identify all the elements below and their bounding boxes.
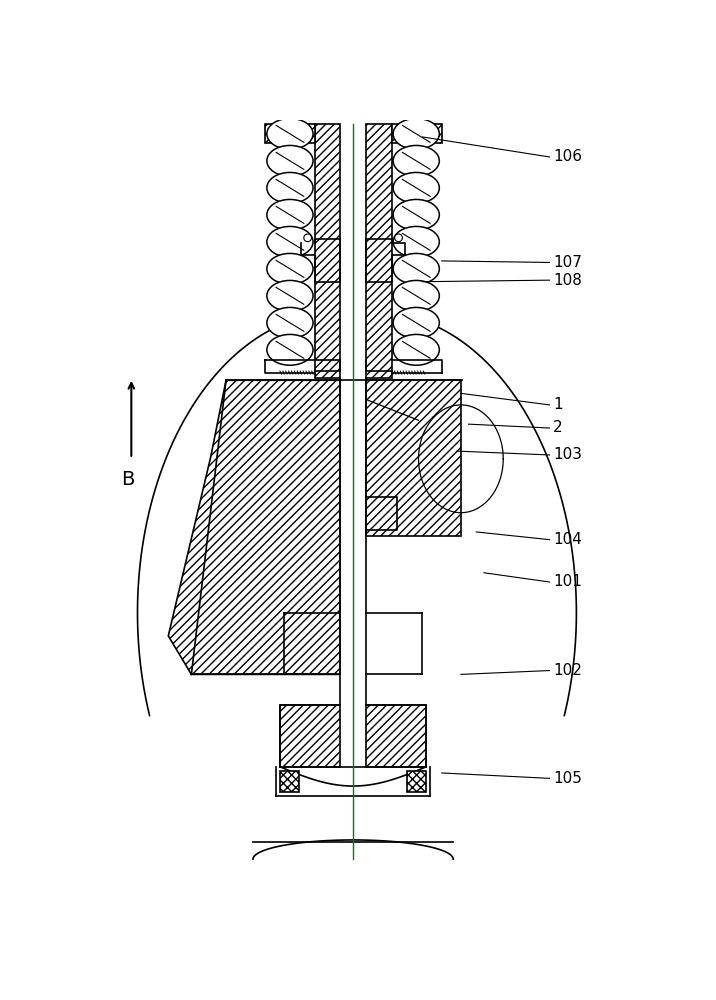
Polygon shape [366, 124, 392, 378]
Ellipse shape [393, 253, 440, 284]
Ellipse shape [393, 307, 440, 338]
Text: B: B [122, 470, 135, 489]
Ellipse shape [267, 307, 313, 338]
Ellipse shape [267, 226, 313, 257]
Ellipse shape [395, 234, 402, 242]
Text: 106: 106 [553, 149, 582, 164]
Polygon shape [280, 705, 340, 767]
Text: 2: 2 [553, 420, 563, 436]
Text: 103: 103 [553, 447, 582, 462]
Ellipse shape [267, 145, 313, 176]
Ellipse shape [267, 172, 313, 203]
Ellipse shape [267, 280, 313, 311]
Ellipse shape [267, 118, 313, 149]
Text: 1: 1 [553, 397, 563, 412]
Polygon shape [366, 380, 461, 536]
Text: 107: 107 [553, 255, 582, 270]
Ellipse shape [267, 199, 313, 230]
Polygon shape [168, 380, 340, 674]
Ellipse shape [393, 334, 440, 365]
Ellipse shape [393, 172, 440, 203]
Ellipse shape [393, 280, 440, 311]
Polygon shape [366, 705, 426, 767]
Text: 102: 102 [553, 663, 582, 678]
Bar [407, 771, 426, 792]
Polygon shape [392, 124, 442, 143]
Bar [407, 771, 426, 792]
Bar [280, 771, 299, 792]
Polygon shape [264, 124, 314, 143]
Text: 105: 105 [553, 771, 582, 786]
Ellipse shape [393, 199, 440, 230]
Bar [280, 771, 299, 792]
Polygon shape [314, 124, 340, 378]
Ellipse shape [267, 253, 313, 284]
Ellipse shape [393, 226, 440, 257]
Ellipse shape [393, 118, 440, 149]
Ellipse shape [267, 334, 313, 365]
Text: 101: 101 [553, 574, 582, 589]
Text: 108: 108 [553, 273, 582, 288]
Ellipse shape [393, 145, 440, 176]
Text: 104: 104 [553, 532, 582, 547]
Ellipse shape [304, 234, 311, 242]
